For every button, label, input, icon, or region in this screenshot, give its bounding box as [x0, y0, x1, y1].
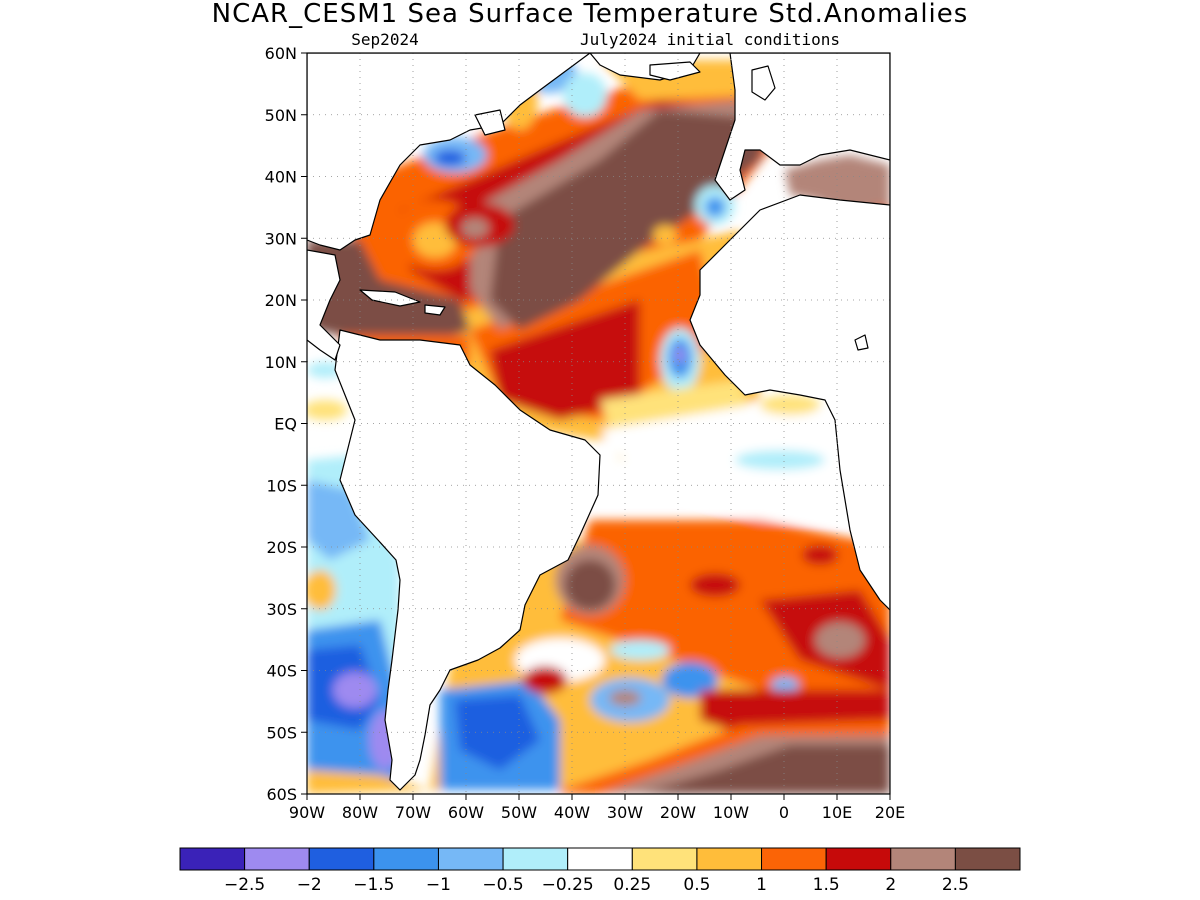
anomaly-region: [307, 362, 343, 378]
init-conditions-label: July2024 initial conditions: [580, 30, 840, 49]
map-panel: [307, 53, 890, 794]
iceland: [649, 61, 701, 81]
lat-tick-label: 40N: [265, 168, 297, 187]
anomaly-region: [434, 150, 466, 166]
colorbar-swatch: [631, 847, 698, 871]
anomaly-region: [640, 745, 890, 794]
anomaly-region: [662, 662, 718, 698]
lat-tick-label: 60N: [265, 44, 297, 63]
anomaly-region: [333, 672, 377, 708]
lon-tick-label: 40W: [554, 803, 590, 822]
anomaly-region: [705, 197, 725, 217]
south-america: [334, 329, 601, 791]
anomaly-region: [307, 570, 336, 610]
newfoundland: [474, 109, 506, 136]
lon-tick-label: 80W: [342, 803, 378, 822]
central-america: [307, 249, 341, 361]
anomaly-region: [802, 545, 838, 565]
valid-month-label: Sep2024: [351, 30, 418, 49]
longitude-axis: 90W 80W 70W 60W 50W 40W 30W 20W 10W 0 10E 20E: [289, 803, 905, 822]
anomaly-region: [565, 560, 615, 610]
lat-tick-label: 60S: [266, 785, 297, 804]
colorbar-swatch: [502, 847, 569, 871]
colorbar-label: 0.25: [613, 875, 651, 895]
lon-tick-label: 10E: [822, 803, 852, 822]
anomaly-region: [413, 222, 457, 258]
colorbar-label: −2.5: [224, 875, 265, 895]
lon-tick-label: 50W: [501, 803, 537, 822]
colorbar-label: −0.5: [482, 875, 523, 895]
colorbar-label: −0.25: [542, 875, 594, 895]
colorbar-swatch: [890, 847, 956, 871]
anomaly-region: [490, 110, 770, 330]
colorbar-labels: −2.5 −2 −1.5 −1 −0.5 −0.25 0.25 0.5 1 1.5 2 2.5: [224, 875, 969, 895]
north-america: [307, 53, 591, 251]
colorbar-label: −1.5: [353, 875, 394, 895]
anomaly-region: [563, 73, 607, 117]
hispaniola: [424, 304, 446, 316]
anomaly-region: [690, 573, 740, 597]
lat-tick-label: 50N: [265, 106, 297, 125]
lat-tick-label: 40S: [266, 662, 297, 681]
lat-tick-label: 10S: [266, 476, 297, 495]
lat-tick-label: 20N: [265, 291, 297, 310]
colorbar-label: 0.5: [683, 875, 710, 895]
anomaly-region: [609, 690, 641, 706]
anomaly-region: [653, 225, 677, 245]
anomaly-region: [675, 347, 685, 363]
lon-tick-label: 0: [779, 803, 789, 822]
anomaly-region: [461, 218, 489, 238]
lat-tick-label: 30N: [265, 229, 297, 248]
colorbar: [179, 847, 1021, 871]
colorbar-label: −1: [426, 875, 451, 895]
continents: [307, 53, 890, 791]
lat-tick-label: 30S: [266, 600, 297, 619]
lon-tick-label: 90W: [289, 803, 325, 822]
anomaly-region: [600, 400, 860, 520]
lon-tick-label: 20W: [660, 803, 696, 822]
colorbar-label: 2: [885, 875, 896, 895]
figure-title: NCAR_CESM1 Sea Surface Temperature Std.A…: [212, 0, 969, 29]
anomaly-region: [307, 400, 347, 420]
anomaly-region: [771, 677, 799, 693]
colorbar-swatch: [437, 847, 504, 871]
anomaly-region: [785, 155, 890, 215]
lat-tick-label: 50S: [266, 723, 297, 742]
anomaly-region: [815, 622, 865, 658]
madagascar-edge: [854, 334, 869, 351]
lat-tick-label: 10N: [265, 353, 297, 372]
lon-tick-label: 20E: [875, 803, 905, 822]
colorbar-swatch: [179, 847, 246, 871]
anomaly-region: [490, 300, 640, 420]
british-isles: [751, 65, 776, 101]
colorbar-label: 1: [756, 875, 767, 895]
cuba: [359, 289, 421, 307]
lat-tick-label: 20S: [266, 538, 297, 557]
lon-tick-label: 30W: [607, 803, 643, 822]
colorbar-swatch: [567, 847, 633, 871]
colorbar-swatch: [308, 847, 375, 871]
anomaly-region: [610, 640, 670, 660]
anomaly-region: [523, 666, 567, 694]
colorbar-label: 1.5: [813, 875, 840, 895]
anomaly-region: [760, 395, 820, 415]
africa: [689, 194, 890, 611]
lon-tick-label: 60W: [448, 803, 484, 822]
latitude-axis: 60N 50N 40N 30N 20N 10N EQ 10S 20S 30S 40S 50S 60S: [265, 44, 297, 804]
colorbar-swatch: [696, 847, 763, 871]
colorbar-label: −2: [297, 875, 322, 895]
lon-tick-label: 70W: [395, 803, 431, 822]
colorbar-swatch: [825, 847, 892, 871]
anomaly-region: [735, 450, 825, 470]
colorbar-swatch: [761, 847, 827, 871]
anomaly-region: [307, 480, 370, 560]
lat-tick-label: EQ: [274, 415, 297, 434]
axis-ticks: [301, 52, 891, 800]
lon-tick-label: 10W: [713, 803, 749, 822]
colorbar-swatch: [244, 847, 310, 871]
colorbar-swatch: [373, 847, 439, 871]
colorbar-swatch: [954, 847, 1021, 871]
colorbar-label: 2.5: [942, 875, 969, 895]
